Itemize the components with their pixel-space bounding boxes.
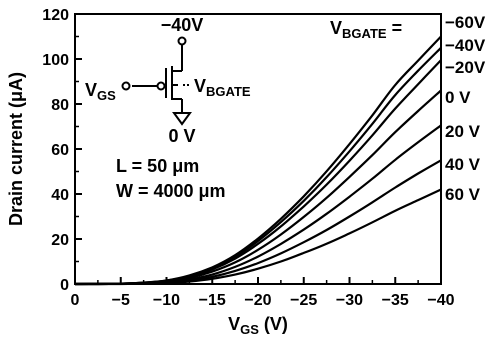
x-tick-label: 0 xyxy=(71,292,80,309)
x-tick-label: −35 xyxy=(382,292,409,309)
x-tick-label: −30 xyxy=(336,292,363,309)
source-voltage-label: 0 V xyxy=(168,126,195,146)
y-tick-label: 80 xyxy=(51,97,69,114)
y-tick-label: 20 xyxy=(51,232,69,249)
y-axis-title: Drain current (μA) xyxy=(6,72,26,226)
channel-length-label: L = 50 μm xyxy=(116,156,199,176)
channel-width-label: W = 4000 μm xyxy=(116,181,226,201)
series-line xyxy=(75,159,442,286)
x-axis-title: VGS (V) xyxy=(228,314,288,337)
y-tick-label: 120 xyxy=(42,7,69,24)
legend-label: −60V xyxy=(445,13,486,32)
legend-label: 60 V xyxy=(445,185,481,204)
y-tick-label: 60 xyxy=(51,142,69,159)
y-axis-ticks: 0 20 40 60 80 100 120 xyxy=(42,7,82,294)
legend-title: VBGATE = xyxy=(330,18,402,41)
legend-label: 40 V xyxy=(445,155,481,174)
gate-voltage-label: VGS xyxy=(85,80,116,103)
legend-label: 0 V xyxy=(445,88,471,107)
x-tick-label: −15 xyxy=(199,292,226,309)
gate-terminal-icon xyxy=(121,81,131,91)
x-axis-ticks: 0 −5 −10 −15 −20 −25 −30 −35 −40 xyxy=(71,277,455,309)
legend-label: 20 V xyxy=(445,122,481,141)
x-tick-label: −20 xyxy=(244,292,271,309)
x-tick-label: −10 xyxy=(153,292,180,309)
gate-bubble-icon xyxy=(156,81,166,91)
x-tick-label: −5 xyxy=(112,292,130,309)
y-tick-label: 100 xyxy=(42,52,69,69)
y-tick-label: 0 xyxy=(60,277,69,294)
back-gate-label: VBGATE xyxy=(194,76,251,99)
series-line xyxy=(75,188,442,286)
y-tick-label: 40 xyxy=(51,187,69,204)
drain-terminal-icon xyxy=(177,36,187,46)
series-line xyxy=(75,124,442,286)
legend-label: −20V xyxy=(445,58,486,77)
transistor-schematic xyxy=(121,36,192,126)
x-tick-label: −40 xyxy=(427,292,454,309)
ground-symbol-icon xyxy=(172,112,192,126)
drain-voltage-label: −40V xyxy=(161,15,204,35)
legend-labels: −60V −40V −20V 0 V 20 V 40 V 60 V xyxy=(445,13,486,204)
x-tick-label: −25 xyxy=(290,292,317,309)
legend-label: −40V xyxy=(445,36,486,55)
series-curves xyxy=(74,35,442,286)
